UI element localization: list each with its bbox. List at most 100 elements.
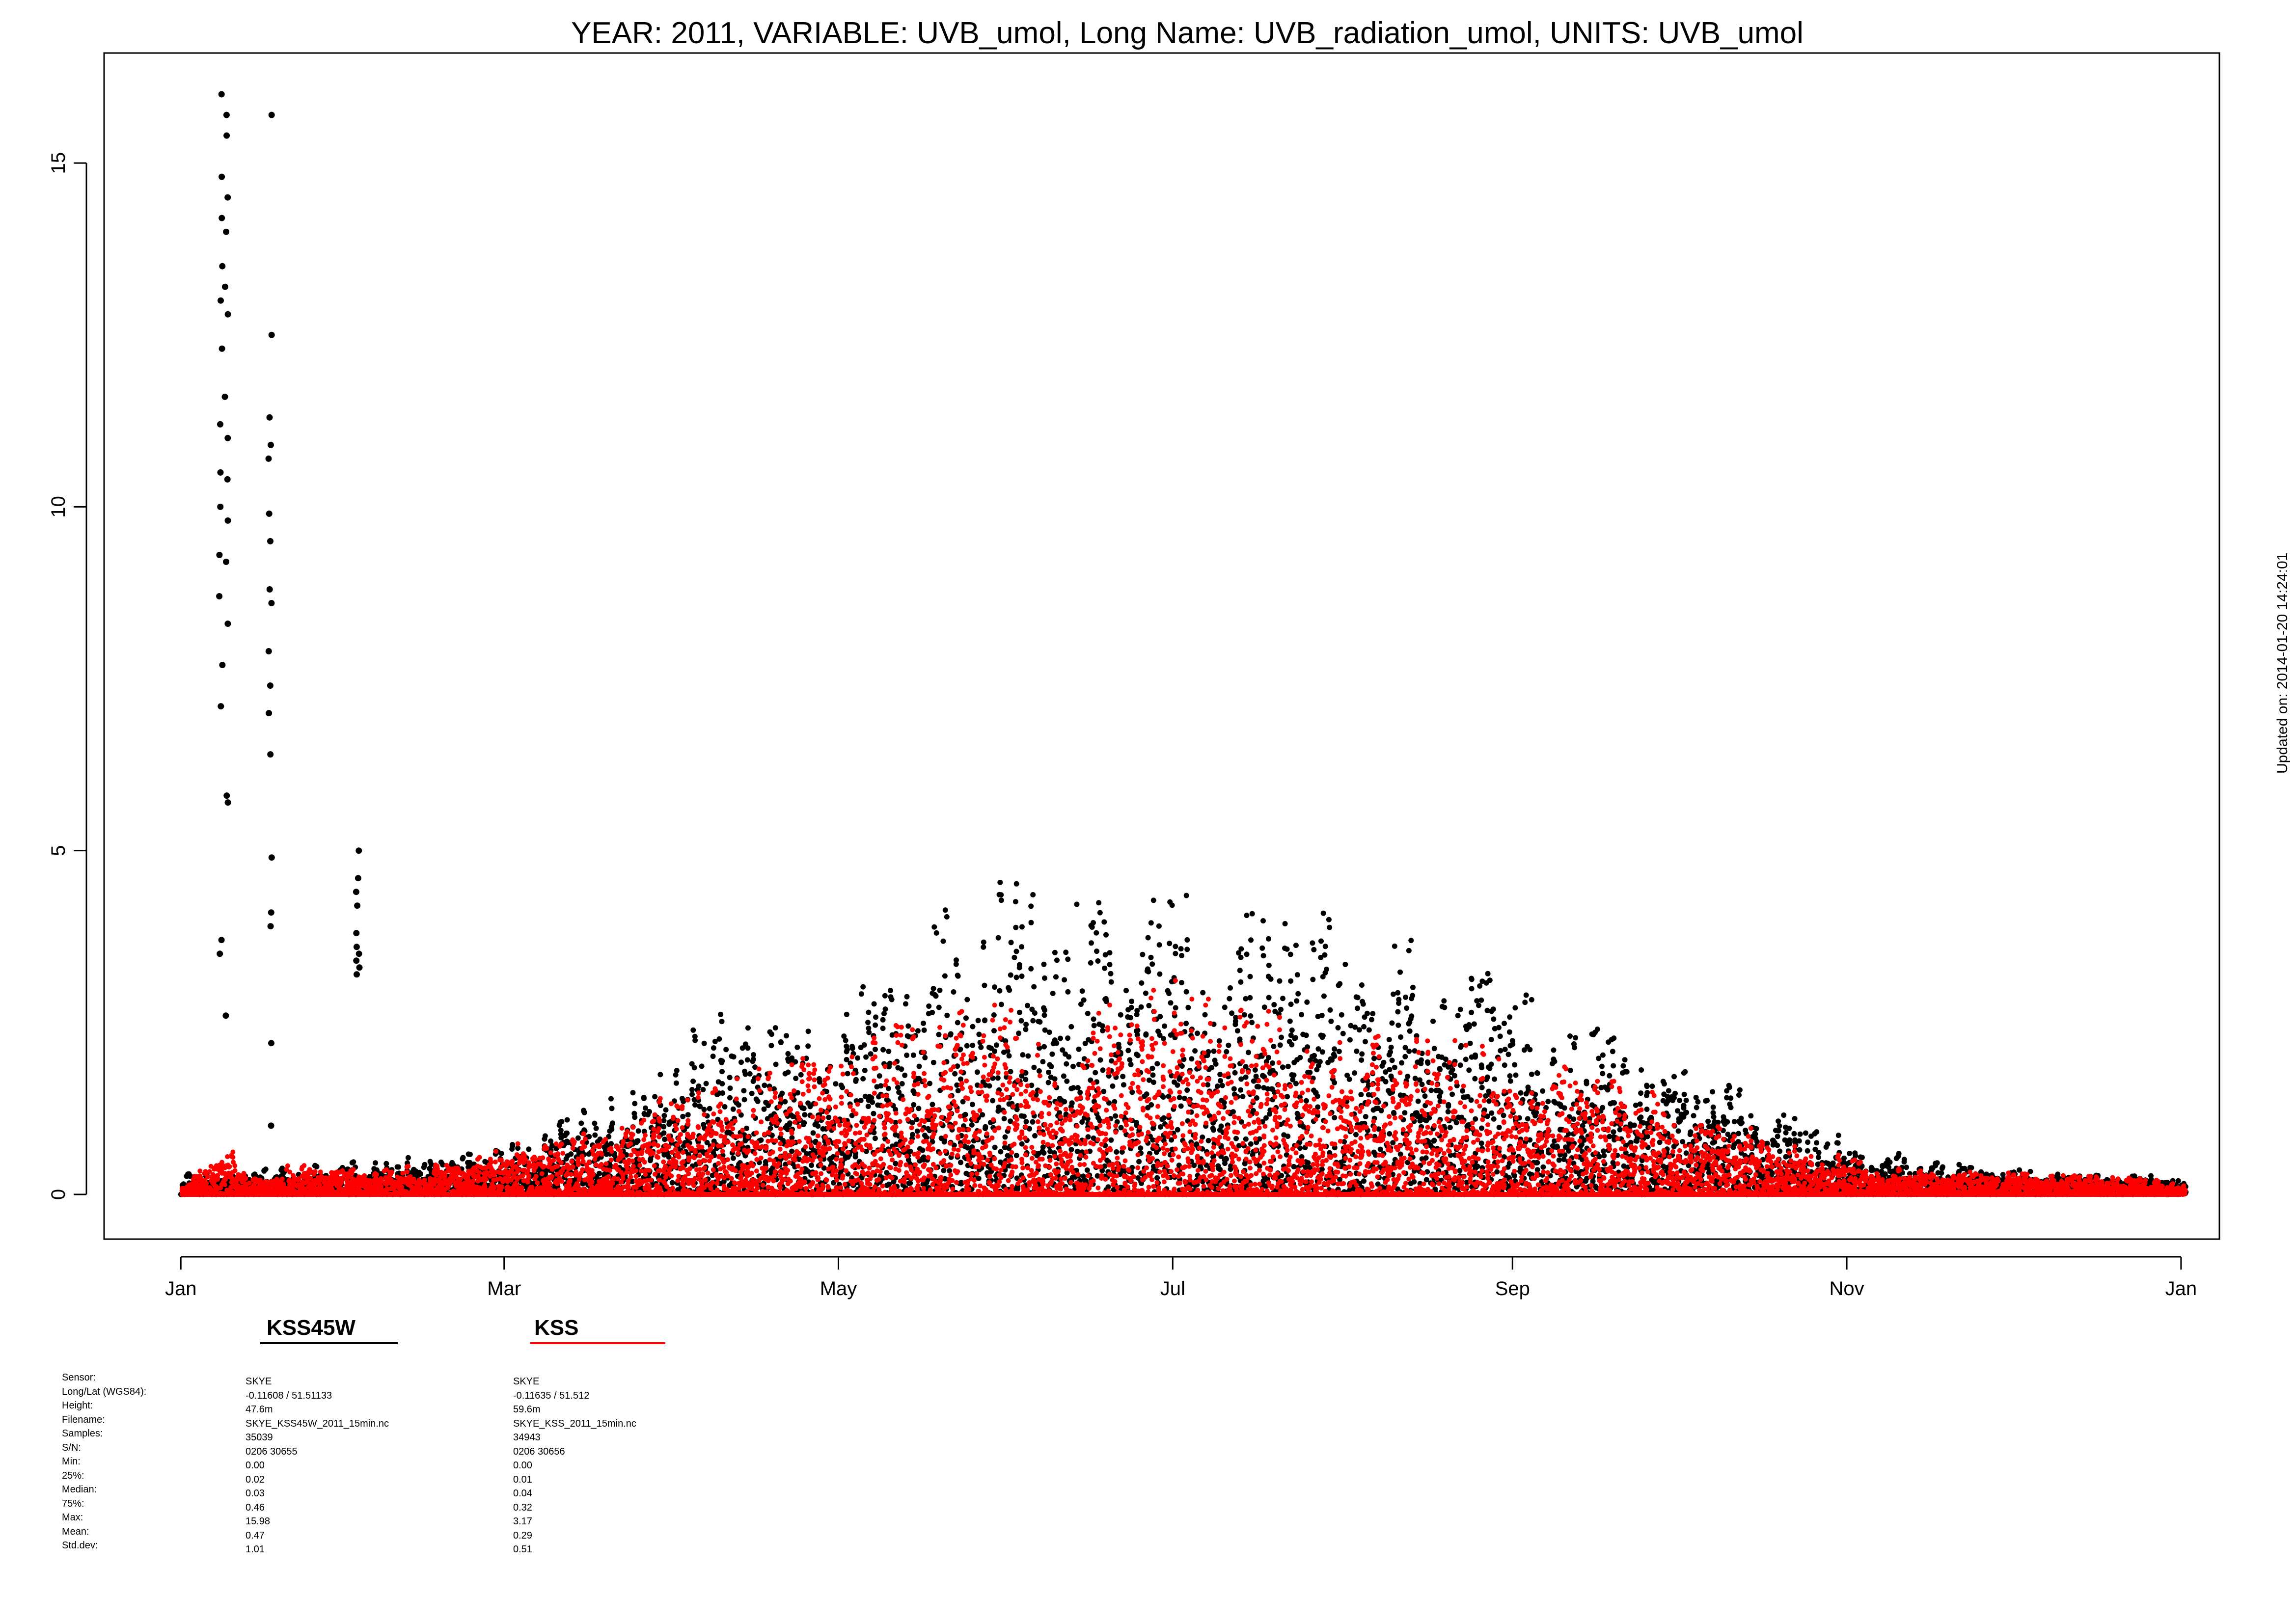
data-point: [548, 1138, 554, 1144]
data-point: [994, 1042, 999, 1048]
data-point: [1540, 1088, 1546, 1094]
data-point: [899, 1081, 905, 1086]
data-point: [997, 879, 1003, 885]
data-point: [1363, 1039, 1368, 1045]
data-point: [1460, 1088, 1466, 1094]
data-point: [1660, 1079, 1666, 1084]
data-point: [1150, 1080, 1156, 1085]
data-point: [1097, 1057, 1103, 1063]
data-point: [1110, 1083, 1116, 1089]
data-point: [1200, 990, 1206, 996]
data-point: [566, 1139, 572, 1145]
data-point: [1050, 991, 1056, 996]
data-point: [981, 939, 986, 945]
data-point: [371, 1166, 377, 1172]
data-point: [564, 1117, 570, 1123]
data-point: [747, 1071, 753, 1077]
data-point: [1441, 998, 1447, 1004]
data-point: [723, 1047, 729, 1053]
data-point: [1232, 1070, 1238, 1076]
data-point: [703, 1081, 709, 1086]
data-point: [1431, 1138, 1437, 1144]
data-point: [1748, 1113, 1754, 1119]
data-point: [1031, 1064, 1037, 1070]
data-point: [1129, 999, 1135, 1004]
data-point: [1063, 949, 1069, 955]
data-point: [1271, 1044, 1277, 1049]
data-point: [1371, 1056, 1377, 1061]
data-point: [1285, 1094, 1290, 1100]
data-point: [1202, 1012, 1208, 1018]
data-point: [1179, 953, 1185, 958]
data-point: [1601, 1148, 1607, 1154]
data-point: [794, 1044, 800, 1050]
data-point: [1238, 946, 1244, 952]
data-point: [1143, 990, 1148, 996]
data-point: [1121, 1082, 1126, 1088]
data-point: [1518, 1090, 1524, 1096]
data-point: [1694, 1105, 1699, 1110]
data-point: [1502, 1047, 1508, 1052]
data-point: [1319, 1012, 1325, 1018]
data-point: [926, 1003, 932, 1009]
data-point: [1489, 1110, 1495, 1116]
data-point: [871, 1001, 877, 1007]
data-point: [1322, 952, 1328, 958]
data-point: [1710, 1089, 1716, 1095]
data-point: [1231, 1086, 1237, 1092]
data-point: [710, 1054, 716, 1059]
data-point: [1053, 974, 1059, 980]
data-point: [1294, 998, 1300, 1004]
data-point: [1556, 1101, 1562, 1107]
data-point: [995, 1075, 1001, 1081]
data-point: [1310, 940, 1315, 946]
data-point: [1208, 1065, 1214, 1071]
data-point: [1161, 1036, 1166, 1042]
data-point: [1567, 1067, 1573, 1073]
data-point: [1320, 910, 1326, 916]
data-point: [1042, 975, 1047, 981]
data-point: [1479, 1084, 1485, 1090]
data-point: [1166, 991, 1172, 997]
data-point: [911, 1102, 917, 1108]
data-point: [1212, 1057, 1218, 1063]
data-point: [1016, 1030, 1022, 1036]
data-point: [1179, 980, 1184, 986]
data-point: [1158, 1124, 1163, 1130]
data-point: [1222, 1004, 1228, 1010]
data-point: [1449, 1067, 1455, 1073]
data-point: [1670, 1097, 1676, 1103]
data-point: [1140, 951, 1146, 957]
data-point: [1183, 893, 1189, 898]
data-point: [1523, 1091, 1529, 1097]
data-point: [1397, 1151, 1403, 1157]
data-point: [1682, 1069, 1688, 1075]
data-point: [1605, 1087, 1611, 1093]
data-point: [992, 984, 998, 990]
data-point: [1023, 1022, 1029, 1028]
data-point: [895, 1084, 901, 1090]
data-point: [843, 1037, 848, 1043]
data-point: [1233, 1015, 1239, 1020]
data-point: [860, 1076, 866, 1082]
data-point: [1776, 1128, 1781, 1134]
data-point: [1610, 1049, 1615, 1055]
data-point: [1637, 1101, 1643, 1107]
data-point: [707, 1106, 712, 1111]
data-point: [1267, 1111, 1272, 1117]
data-point: [1023, 1077, 1029, 1083]
data-point: [1100, 1067, 1106, 1073]
data-point: [1284, 946, 1290, 952]
data-point: [515, 1145, 521, 1151]
data-point: [1675, 1128, 1681, 1134]
data-point: [1243, 1074, 1249, 1080]
data-point: [882, 993, 888, 999]
data-point: [1285, 1134, 1291, 1139]
data-point: [755, 1098, 761, 1104]
data-point: [745, 1025, 751, 1031]
data-point: [449, 1160, 455, 1165]
data-point: [1507, 1073, 1513, 1079]
data-point: [1359, 1051, 1365, 1057]
data-point: [936, 1031, 942, 1037]
data-point: [1392, 1064, 1397, 1070]
